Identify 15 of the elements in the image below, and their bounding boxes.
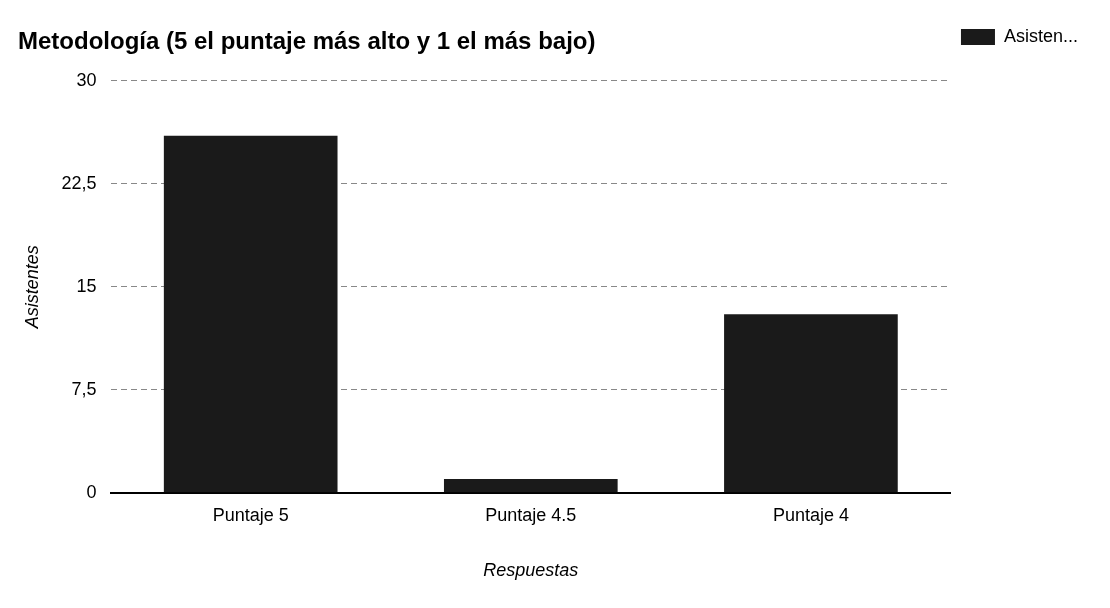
x-tick-label: Puntaje 5 — [212, 504, 289, 525]
y-tick-label: 0 — [86, 481, 97, 502]
bar — [443, 479, 618, 493]
y-tick-label: 15 — [76, 275, 97, 296]
legend-label: Asisten... — [1003, 25, 1078, 46]
x-axis-title: Respuestas — [483, 560, 579, 581]
y-tick-label: 30 — [76, 69, 97, 90]
y-tick-label: 7,5 — [71, 378, 97, 399]
x-tick-label: Puntaje 4.5 — [485, 504, 577, 525]
x-tick-label: Puntaje 4 — [772, 504, 849, 525]
y-tick-label: 22,5 — [61, 172, 97, 193]
bar — [163, 135, 338, 493]
y-axis-title: Asistentes — [21, 245, 42, 330]
bar — [724, 314, 898, 493]
chart-title: Metodología (5 el puntaje más alto y 1 el más bajo) — [18, 27, 596, 55]
